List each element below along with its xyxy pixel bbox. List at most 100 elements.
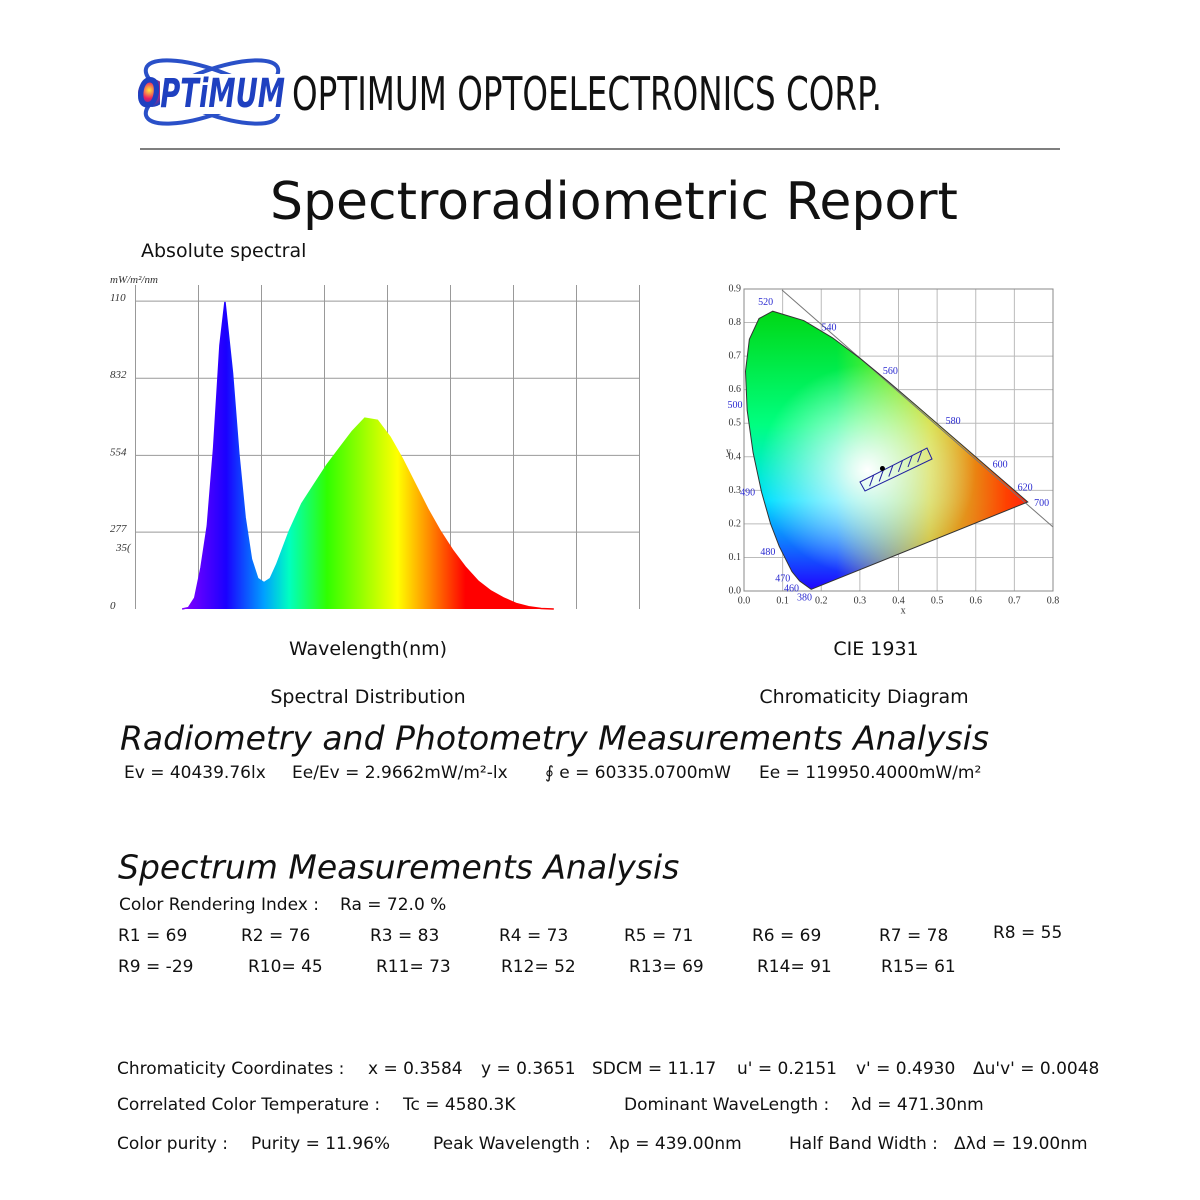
wavelength-label: 460 [784,584,799,595]
y-tick-label: 0.8 [729,317,742,328]
measurement: Ee = 119950.4000mW/m² [759,763,981,783]
section-heading: Radiometry and Photometry Measurements A… [120,719,989,758]
chromaticity-item: y = 0.3651 [481,1059,576,1079]
report-title: Spectroradiometric Report [270,172,958,232]
wavelength-label: 580 [946,416,961,427]
planck-band [859,447,933,492]
band-hatch [878,470,884,482]
measurement: Ev = 40439.76lx [124,763,266,783]
wavelength-label: 520 [758,297,773,308]
cri-value: R8 = 55 [993,923,1062,943]
y-tick-label: 0.4 [729,451,742,462]
y-tick-label: 0.5 [729,418,742,429]
chromaticity-item: u' = 0.2151 [737,1059,837,1079]
plot-frame [743,288,1054,592]
y-tick-label: 277 [110,523,127,535]
band-hatch [897,460,903,472]
wavelength-label: 700 [1034,498,1049,509]
band-hatch [907,455,913,468]
diagonal [781,289,1054,528]
wavelength-label: 490 [740,488,755,499]
spectral-locus [745,310,1029,590]
y-tick-label: 0.6 [729,384,742,395]
y-tick-label: 0.0 [729,586,742,597]
section-heading: Spectrum Measurements Analysis [118,848,679,887]
chromaticity-item: Color purity : [117,1134,228,1154]
chromaticity-item: Purity = 11.96% [251,1134,390,1154]
x-tick-label: 0.3 [854,596,867,607]
spectrum-line [181,301,554,610]
chromaticity-item: SDCM = 11.17 [592,1059,716,1079]
cri-value: R15= 61 [881,957,956,977]
chromaticity-item: Δu'v' = 0.0048 [973,1059,1099,1079]
y-tick-label: 0.2 [729,518,742,529]
cri-value: R6 = 69 [752,926,821,946]
measurement: Ee/Ev = 2.9662mW/m²-lx [292,763,508,783]
logo: OPTiMUM [137,58,285,126]
y-tick-label: 0.9 [729,284,742,295]
chromaticity-item: λp = 439.00nm [609,1134,742,1154]
measurement: ∮ e = 60335.0700mW [545,763,731,783]
chromaticity-item: Peak Wavelength : [433,1134,591,1154]
measurement: Ra = 72.0 % [340,895,446,915]
chromaticity-item: Dominant WaveLength : [624,1095,829,1115]
x-tick-label: 0.7 [1008,596,1021,607]
chromaticity-item: λd = 471.30nm [851,1095,984,1115]
cri-value: R12= 52 [501,957,576,977]
y-axis-label: mW/m²/nm [110,274,158,286]
y-axis-label: y [726,447,731,458]
cri-value: R1 = 69 [118,926,187,946]
wavelength-label: 620 [1018,483,1033,494]
chromaticity-item: Half Band Width : [789,1134,938,1154]
chromaticity-item: Δλd = 19.00nm [954,1134,1088,1154]
x-tick-label: 0.8 [1047,596,1060,607]
y-tick-label: 0 [110,600,116,612]
wavelength-label: 540 [822,323,837,334]
x-tick-label: 0.0 [738,596,751,607]
measurements: Radiometry and Photometry Measurements A… [117,719,1099,1155]
cri-value: R14= 91 [757,957,832,977]
chromaticity-item: Correlated Color Temperature : [117,1095,380,1115]
band-hatch [917,451,923,463]
cri-value: R2 = 76 [241,926,310,946]
x-tick-label: 0.2 [815,596,828,607]
cri-value: R3 = 83 [370,926,439,946]
wavelength-label: 600 [993,459,1008,470]
chromaticity-item: x = 0.3584 [368,1059,463,1079]
chart-subtitle: CIE 1931 [833,638,918,660]
x-tick-label: 0.4 [892,596,905,607]
wavelength-label: 560 [883,366,898,377]
y-tick-label: 0.7 [729,351,742,362]
cri-value: R4 = 73 [499,926,568,946]
x-tick-label: 0.5 [931,596,944,607]
wavelength-label: 500 [727,400,742,411]
cri-value: R7 = 78 [879,926,948,946]
cri-value: R11= 73 [376,957,451,977]
logo-text: OPTiMUM [137,71,285,117]
cri-value: R5 = 71 [624,926,693,946]
y-tick-label: 554 [110,446,127,458]
company-name: OPTIMUM OPTOELECTRONICS CORP. [292,67,882,121]
band-hatch [888,465,894,477]
y-tick-label: 110 [110,292,126,304]
annotation: 35( [115,542,132,554]
x-tick-label: 0.6 [970,596,983,607]
y-tick-label: 832 [110,369,127,381]
x-tick-label: 0.1 [776,596,789,607]
cri-value: R10= 45 [248,957,323,977]
chromaticity-point [879,465,885,471]
y-tick-label: 0.1 [729,552,742,563]
cri-value: R9 = -29 [118,957,193,977]
chromaticity-item: v' = 0.4930 [856,1059,955,1079]
wavelength-label: 470 [775,574,790,585]
chart-caption: Chromaticity Diagram [759,686,968,708]
spectrum-fill [182,301,554,609]
cri-value: R13= 69 [629,957,704,977]
band-hatch [869,475,875,487]
chart-title: Absolute spectral [141,240,306,262]
y-tick-label: 0.3 [729,485,742,496]
chromaticity-item: Tc = 4580.3K [402,1095,516,1115]
label: Color Rendering Index : [119,895,319,915]
x-axis-label: Wavelength(nm) [289,638,447,660]
